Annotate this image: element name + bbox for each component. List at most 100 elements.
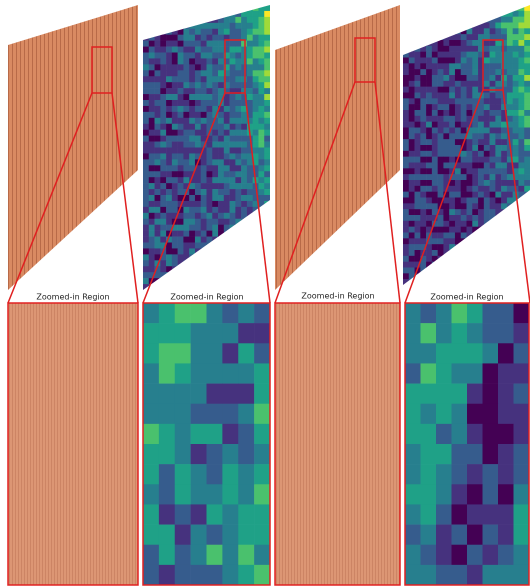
heat-cell bbox=[143, 278, 149, 284]
heat-cell bbox=[159, 343, 175, 363]
heat-cell bbox=[201, 159, 207, 165]
heat-cell bbox=[247, 41, 253, 47]
heat-cell bbox=[495, 104, 501, 110]
heat-cell bbox=[212, 136, 218, 142]
heat-cell bbox=[247, 266, 253, 272]
heat-cell bbox=[235, 189, 241, 195]
heat-cell bbox=[449, 116, 455, 122]
heat-cell bbox=[172, 171, 178, 177]
heat-cell bbox=[195, 23, 201, 29]
heat-cell bbox=[452, 565, 468, 585]
heat-cell bbox=[426, 192, 432, 198]
heat-cell bbox=[241, 58, 247, 64]
heat-cell bbox=[175, 343, 191, 363]
heat-cell bbox=[438, 110, 444, 116]
heat-cell bbox=[212, 195, 218, 201]
heat-cell bbox=[183, 82, 189, 88]
heat-cell bbox=[264, 94, 270, 100]
heat-cell bbox=[230, 225, 236, 231]
heat-cell bbox=[495, 279, 501, 285]
heat-cell bbox=[420, 192, 426, 198]
heat-cell bbox=[264, 23, 270, 29]
heat-cell bbox=[478, 209, 484, 215]
heat-cell bbox=[258, 112, 264, 118]
heat-cell bbox=[172, 153, 178, 159]
heat-cell bbox=[455, 209, 461, 215]
heat-cell bbox=[495, 168, 501, 174]
heat-cell bbox=[514, 363, 530, 383]
heat-cell bbox=[178, 219, 184, 225]
heat-cell bbox=[461, 104, 467, 110]
heat-cell bbox=[472, 262, 478, 268]
heat-cell bbox=[253, 64, 259, 70]
heat-cell bbox=[207, 323, 223, 343]
heat-cell bbox=[159, 323, 175, 343]
heat-cell bbox=[524, 133, 530, 139]
heat-cell bbox=[201, 189, 207, 195]
heat-cell bbox=[443, 250, 449, 256]
heat-cell bbox=[514, 504, 530, 524]
heat-cell bbox=[514, 323, 530, 343]
heat-cell bbox=[143, 565, 159, 585]
heat-cell bbox=[178, 47, 184, 53]
heat-cell bbox=[409, 250, 415, 256]
heat-cell bbox=[143, 504, 159, 524]
heat-cell bbox=[183, 207, 189, 213]
heat-cell bbox=[224, 237, 230, 243]
heat-cell bbox=[212, 5, 218, 11]
heat-cell bbox=[467, 256, 473, 262]
heat-cell bbox=[467, 180, 473, 186]
heat-cell bbox=[149, 124, 155, 130]
heat-cell bbox=[461, 75, 467, 81]
heat-cell bbox=[224, 248, 230, 254]
heat-cell bbox=[212, 213, 218, 219]
heat-cell bbox=[403, 46, 409, 52]
heat-cell bbox=[449, 244, 455, 250]
heat-cell bbox=[191, 545, 207, 565]
heat-cell bbox=[264, 82, 270, 88]
heat-cell bbox=[436, 545, 452, 565]
heat-cell bbox=[218, 142, 224, 148]
heat-cell bbox=[432, 174, 438, 180]
heat-cell bbox=[264, 213, 270, 219]
heat-cell bbox=[409, 157, 415, 163]
heat-cell bbox=[207, 118, 213, 124]
heat-cell bbox=[258, 88, 264, 94]
heat-cell bbox=[189, 58, 195, 64]
heat-cell bbox=[241, 177, 247, 183]
heat-cell bbox=[415, 11, 421, 17]
heat-cell bbox=[438, 93, 444, 99]
heat-cell bbox=[432, 5, 438, 11]
heat-cell bbox=[513, 151, 519, 157]
heat-cell bbox=[241, 118, 247, 124]
heat-cell bbox=[224, 100, 230, 106]
heat-cell bbox=[461, 227, 467, 233]
heat-cell bbox=[241, 53, 247, 59]
heat-cell bbox=[501, 279, 507, 285]
heat-cell bbox=[415, 69, 421, 75]
heat-cell bbox=[518, 203, 524, 209]
heat-cell bbox=[189, 272, 195, 278]
heat-cell bbox=[247, 70, 253, 76]
heat-cell bbox=[258, 94, 264, 100]
heat-cell bbox=[483, 464, 499, 484]
heat-cell bbox=[455, 23, 461, 29]
heat-cell bbox=[241, 148, 247, 154]
heat-cell bbox=[501, 203, 507, 209]
heat-cell bbox=[195, 237, 201, 243]
heat-cell bbox=[495, 273, 501, 279]
heat-cell bbox=[241, 207, 247, 213]
heat-cell bbox=[218, 35, 224, 41]
heat-cell bbox=[438, 23, 444, 29]
heat-cell bbox=[178, 70, 184, 76]
heat-cell bbox=[467, 75, 473, 81]
heat-cell bbox=[201, 58, 207, 64]
heat-cell bbox=[189, 88, 195, 94]
heat-cell bbox=[455, 81, 461, 87]
heat-cell bbox=[490, 203, 496, 209]
heat-cell bbox=[432, 69, 438, 75]
heat-cell bbox=[513, 139, 519, 145]
heat-cell bbox=[443, 98, 449, 104]
heat-cell bbox=[420, 221, 426, 227]
heat-cell bbox=[172, 278, 178, 284]
